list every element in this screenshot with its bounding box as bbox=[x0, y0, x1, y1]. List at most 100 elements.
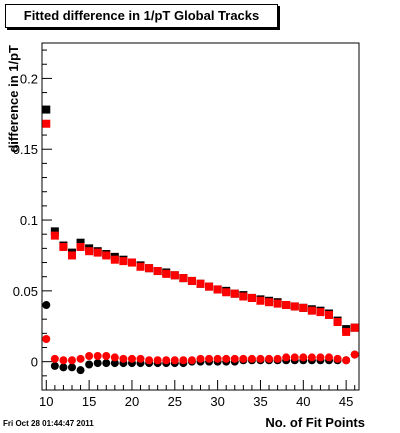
data-point bbox=[59, 363, 68, 372]
plot-frame bbox=[41, 42, 360, 391]
data-point bbox=[342, 327, 351, 336]
data-point bbox=[42, 301, 51, 310]
data-point bbox=[213, 285, 222, 294]
data-point bbox=[110, 255, 119, 264]
data-point bbox=[102, 359, 111, 368]
data-point bbox=[273, 354, 282, 363]
y-tick-label: 0 bbox=[31, 355, 38, 370]
data-point bbox=[307, 306, 316, 315]
data-point bbox=[42, 335, 51, 344]
data-points bbox=[42, 105, 359, 375]
data-point bbox=[67, 251, 76, 260]
data-point bbox=[76, 366, 85, 375]
data-point bbox=[179, 274, 188, 283]
x-tick-label: 20 bbox=[125, 394, 139, 409]
chart-title-box: Fitted difference in 1/pT Global Tracks bbox=[5, 4, 278, 28]
x-axis: 10 15 20 25 30 35 40 45 bbox=[39, 380, 356, 409]
data-point bbox=[239, 354, 248, 363]
data-point bbox=[282, 353, 291, 362]
data-point bbox=[205, 354, 214, 363]
x-tick-label: 40 bbox=[296, 394, 310, 409]
data-point bbox=[127, 354, 136, 363]
data-point bbox=[187, 356, 196, 365]
x-tick-label: 15 bbox=[82, 394, 96, 409]
data-point bbox=[119, 354, 128, 363]
data-point bbox=[76, 354, 85, 363]
data-point bbox=[102, 352, 111, 361]
data-point bbox=[153, 267, 162, 276]
data-point bbox=[93, 359, 102, 368]
data-point bbox=[119, 257, 128, 266]
data-point bbox=[85, 360, 94, 369]
data-point bbox=[239, 292, 248, 301]
data-point bbox=[290, 302, 299, 311]
data-point bbox=[299, 353, 308, 362]
x-tick-label: 35 bbox=[253, 394, 267, 409]
y-axis-title: difference in 1/pT bbox=[6, 45, 21, 153]
data-point bbox=[196, 279, 205, 288]
data-point bbox=[350, 323, 359, 332]
data-point bbox=[59, 242, 68, 251]
data-point bbox=[187, 276, 196, 285]
x-axis-title: No. of Fit Points bbox=[265, 415, 365, 430]
data-point bbox=[85, 247, 94, 256]
data-point bbox=[282, 301, 291, 310]
data-point bbox=[222, 354, 231, 363]
data-point bbox=[162, 356, 171, 365]
data-point bbox=[350, 350, 359, 359]
x-tick-label: 10 bbox=[39, 394, 53, 409]
data-point bbox=[42, 105, 51, 114]
data-point bbox=[145, 356, 154, 365]
data-point bbox=[85, 352, 94, 361]
data-point bbox=[230, 354, 239, 363]
data-point bbox=[179, 356, 188, 365]
x-tick-label: 45 bbox=[339, 394, 353, 409]
data-point bbox=[110, 359, 119, 368]
data-point bbox=[102, 251, 111, 260]
y-tick-label: 0.2 bbox=[20, 71, 38, 86]
x-tick-label: 25 bbox=[168, 394, 182, 409]
data-point bbox=[316, 308, 325, 317]
data-point bbox=[325, 353, 334, 362]
data-point bbox=[110, 353, 119, 362]
chart-title: Fitted difference in 1/pT Global Tracks bbox=[23, 8, 260, 23]
data-point bbox=[42, 119, 51, 128]
data-point bbox=[307, 353, 316, 362]
data-point bbox=[222, 288, 231, 297]
data-point bbox=[247, 293, 256, 302]
data-point bbox=[93, 352, 102, 361]
data-point bbox=[316, 353, 325, 362]
data-point bbox=[50, 361, 59, 370]
data-point bbox=[273, 299, 282, 308]
timestamp: Fri Oct 28 01:44:47 2011 bbox=[3, 419, 94, 428]
data-point bbox=[290, 353, 299, 362]
y-axis: 0 0.05 0.1 0.15 0.2 bbox=[13, 49, 52, 391]
data-point bbox=[299, 303, 308, 312]
data-point bbox=[265, 354, 274, 363]
data-point bbox=[265, 298, 274, 307]
y-tick-label: 0.1 bbox=[20, 213, 38, 228]
data-point bbox=[145, 264, 154, 273]
data-point bbox=[127, 258, 136, 267]
data-point bbox=[67, 363, 76, 372]
data-point bbox=[342, 356, 351, 365]
data-point bbox=[162, 269, 171, 278]
data-point bbox=[50, 354, 59, 363]
x-tick-label: 30 bbox=[210, 394, 224, 409]
data-point bbox=[256, 354, 265, 363]
data-point bbox=[333, 318, 342, 327]
data-point bbox=[170, 356, 179, 365]
data-point bbox=[59, 356, 68, 365]
data-point bbox=[67, 356, 76, 365]
data-point bbox=[76, 242, 85, 251]
data-point bbox=[325, 310, 334, 319]
y-tick-label: 0.15 bbox=[13, 142, 38, 157]
data-point bbox=[50, 231, 59, 240]
data-point bbox=[136, 354, 145, 363]
data-point bbox=[136, 262, 145, 271]
data-point bbox=[230, 289, 239, 298]
data-point bbox=[256, 296, 265, 305]
data-point bbox=[76, 238, 85, 247]
data-point bbox=[205, 282, 214, 291]
y-tick-label: 0.05 bbox=[13, 284, 38, 299]
